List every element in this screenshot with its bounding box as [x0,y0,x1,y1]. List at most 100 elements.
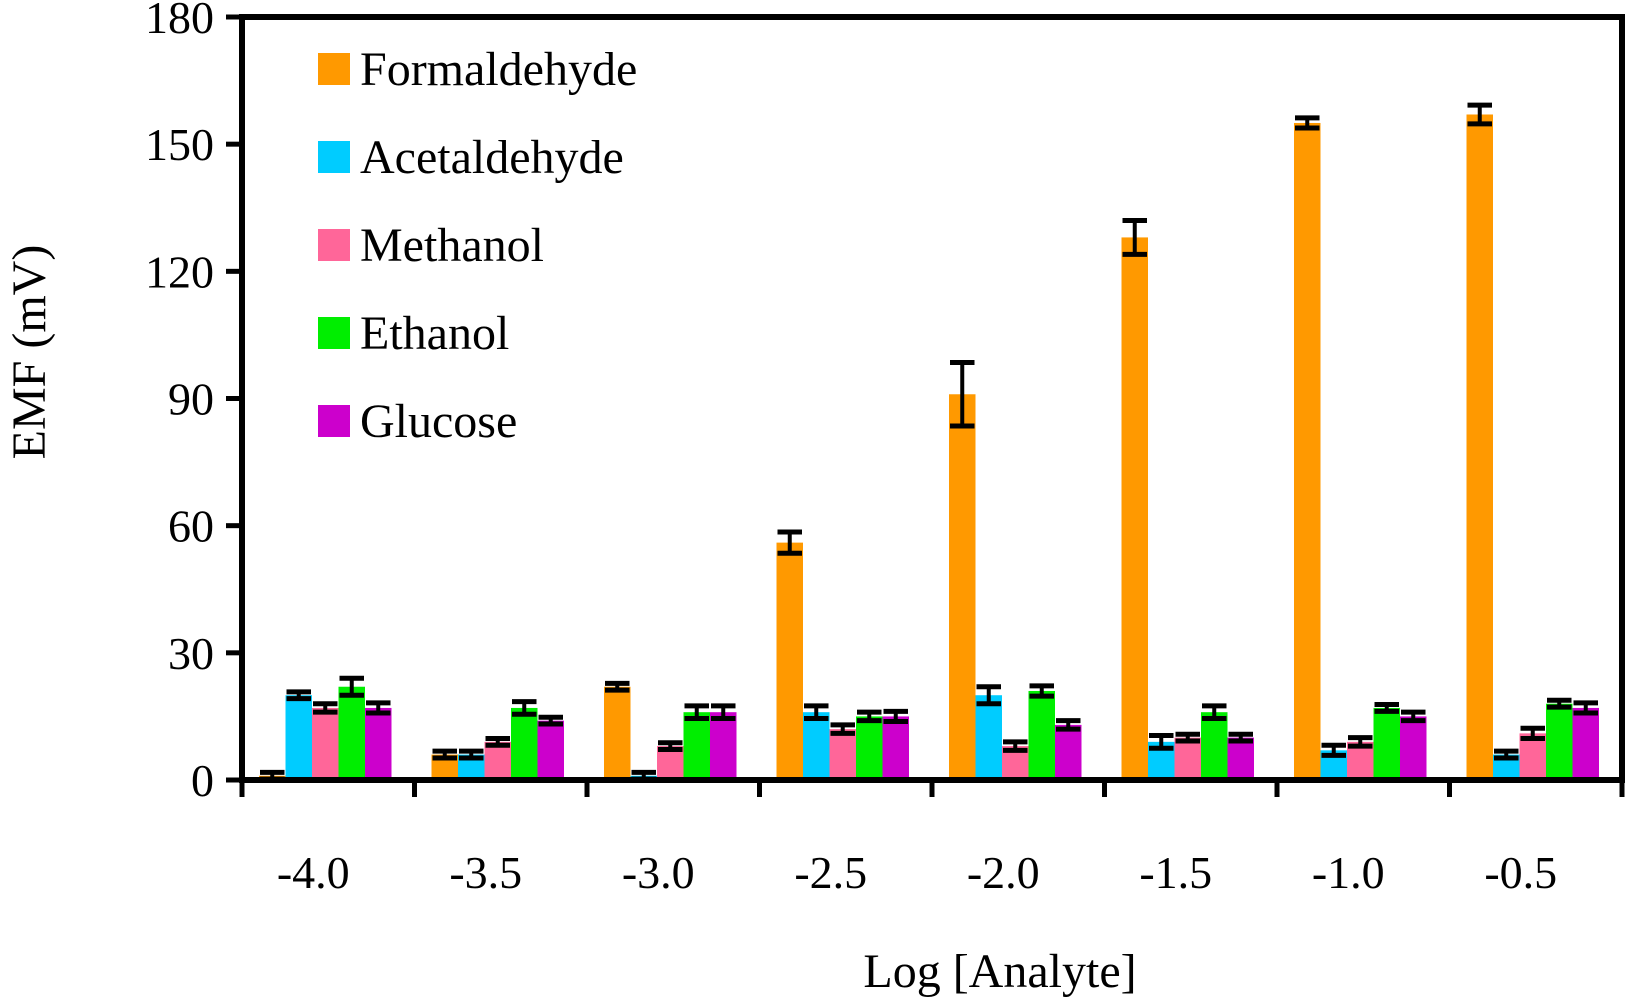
y-tick-label: 150 [145,119,214,170]
legend-swatch [318,405,350,437]
x-tick-label: -1.0 [1312,847,1385,898]
bar-methanol--2.5 [829,729,856,780]
bar-formaldehyde--0.5 [1466,114,1493,781]
axes-layer [226,14,1625,797]
legend-swatch [318,53,350,85]
error-bar-glucose--4.0 [366,700,391,716]
x-axis-label: Log [Analyte] [863,945,1136,998]
bar-glucose--2.5 [882,716,909,780]
error-bar-acetaldehyde--4.0 [286,689,311,702]
error-bar-ethanol--2.0 [1029,683,1054,699]
error-bar-methanol--2.5 [830,722,855,736]
bar-ethanol--2.0 [1028,690,1055,780]
bar-formaldehyde--3.0 [604,686,631,780]
legend-swatch [318,229,350,261]
bar-acetaldehyde--2.5 [803,712,830,780]
x-tick-label: -1.5 [1139,847,1212,898]
error-bar-ethanol--1.5 [1202,703,1227,722]
legend-item-formaldehyde: Formaldehyde [318,43,637,96]
x-tick-label: -4.0 [277,847,350,898]
bar-ethanol--2.5 [856,716,883,780]
error-bar-acetaldehyde--1.5 [1149,732,1174,751]
bar-glucose--3.5 [537,720,564,780]
x-tick-label: -0.5 [1484,847,1557,898]
error-bar-glucose--3.0 [711,703,736,722]
legend-item-glucose: Glucose [318,395,517,448]
error-bar-acetaldehyde--0.5 [1494,748,1519,761]
legend-item-acetaldehyde: Acetaldehyde [318,131,624,184]
error-bar-formaldehyde--1.5 [1122,217,1147,257]
error-bar-methanol--3.0 [658,740,683,752]
error-bar-methanol--2.0 [1003,739,1028,753]
error-bar-methanol--3.5 [485,735,510,748]
bar-formaldehyde--1.5 [1121,237,1148,781]
error-bars-layer [260,102,1598,782]
legend-label: Glucose [360,395,517,448]
x-tick-label: -3.0 [622,847,695,898]
error-bar-glucose--0.5 [1573,700,1598,716]
bar-methanol--0.5 [1519,733,1546,780]
error-bar-glucose--2.0 [1056,718,1081,732]
y-axis-label: EMF (mV) [3,245,56,460]
error-bar-ethanol--0.5 [1547,697,1572,710]
bar-glucose--0.5 [1572,707,1599,780]
error-bar-ethanol--2.5 [857,709,882,724]
error-bar-acetaldehyde--3.5 [459,748,484,761]
tick-labels-layer: 0 30 60 90 120 150 180 -4.0 -3.5 -3.0 -2.5 -2.0 -1.5… [145,0,1557,898]
bar-glucose--1.0 [1400,716,1427,780]
bar-ethanol--3.0 [683,712,710,780]
error-bar-glucose--1.5 [1228,731,1253,744]
bar-methanol--1.5 [1174,737,1201,780]
error-bar-formaldehyde--3.0 [605,680,630,693]
legend-item-methanol: Methanol [318,219,544,272]
error-bar-ethanol--3.0 [684,703,709,722]
y-tick-label: 60 [168,501,214,552]
legend-label: Ethanol [360,307,509,360]
error-bar-methanol--1.0 [1348,735,1373,749]
error-bar-methanol--0.5 [1520,725,1545,741]
bar-ethanol--1.5 [1201,712,1228,780]
error-bar-glucose--1.0 [1401,709,1426,724]
error-bar-ethanol--3.5 [512,699,537,717]
bar-formaldehyde--1.0 [1294,122,1321,781]
bar-ethanol--1.0 [1373,707,1400,780]
y-tick-label: 30 [168,628,214,679]
bar-methanol--3.5 [484,741,511,780]
bar-glucose--4.0 [365,707,392,780]
y-tick-label: 0 [191,755,214,806]
error-bar-methanol--4.0 [313,701,338,715]
y-tick-label: 180 [145,0,214,43]
bar-glucose--1.5 [1227,737,1254,780]
bar-glucose--2.0 [1055,724,1082,780]
error-bar-formaldehyde--2.5 [777,529,802,556]
legend-label: Acetaldehyde [360,131,624,184]
error-bar-formaldehyde--0.5 [1467,102,1492,127]
legend: Formaldehyde Acetaldehyde Methanol Ethanol G… [318,43,637,448]
error-bar-acetaldehyde--1.0 [1321,742,1346,758]
legend-label: Methanol [360,219,544,272]
bar-formaldehyde--2.0 [949,394,976,780]
error-bar-ethanol--4.0 [339,675,364,698]
error-bar-ethanol--1.0 [1374,702,1399,714]
x-tick-label: -2.0 [967,847,1040,898]
y-tick-label: 90 [168,374,214,425]
bar-ethanol--4.0 [338,686,365,780]
error-bar-formaldehyde--3.5 [432,748,457,761]
bar-acetaldehyde--4.0 [285,695,312,780]
x-tick-label: -2.5 [794,847,867,898]
bar-methanol--4.0 [312,707,339,780]
error-bar-formaldehyde--1.0 [1295,115,1320,131]
error-bar-formaldehyde--2.0 [950,359,975,429]
x-tick-label: -3.5 [449,847,522,898]
bars-layer [259,114,1599,781]
error-bar-methanol--1.5 [1175,731,1200,744]
legend-swatch [318,317,350,349]
legend-item-ethanol: Ethanol [318,307,509,360]
y-tick-label: 120 [145,246,214,297]
error-bar-acetaldehyde--2.5 [804,703,829,722]
error-bar-glucose--2.5 [883,708,908,725]
error-bar-glucose--3.5 [538,714,563,727]
bar-glucose--3.0 [710,712,737,780]
error-bar-acetaldehyde--2.0 [976,684,1001,707]
